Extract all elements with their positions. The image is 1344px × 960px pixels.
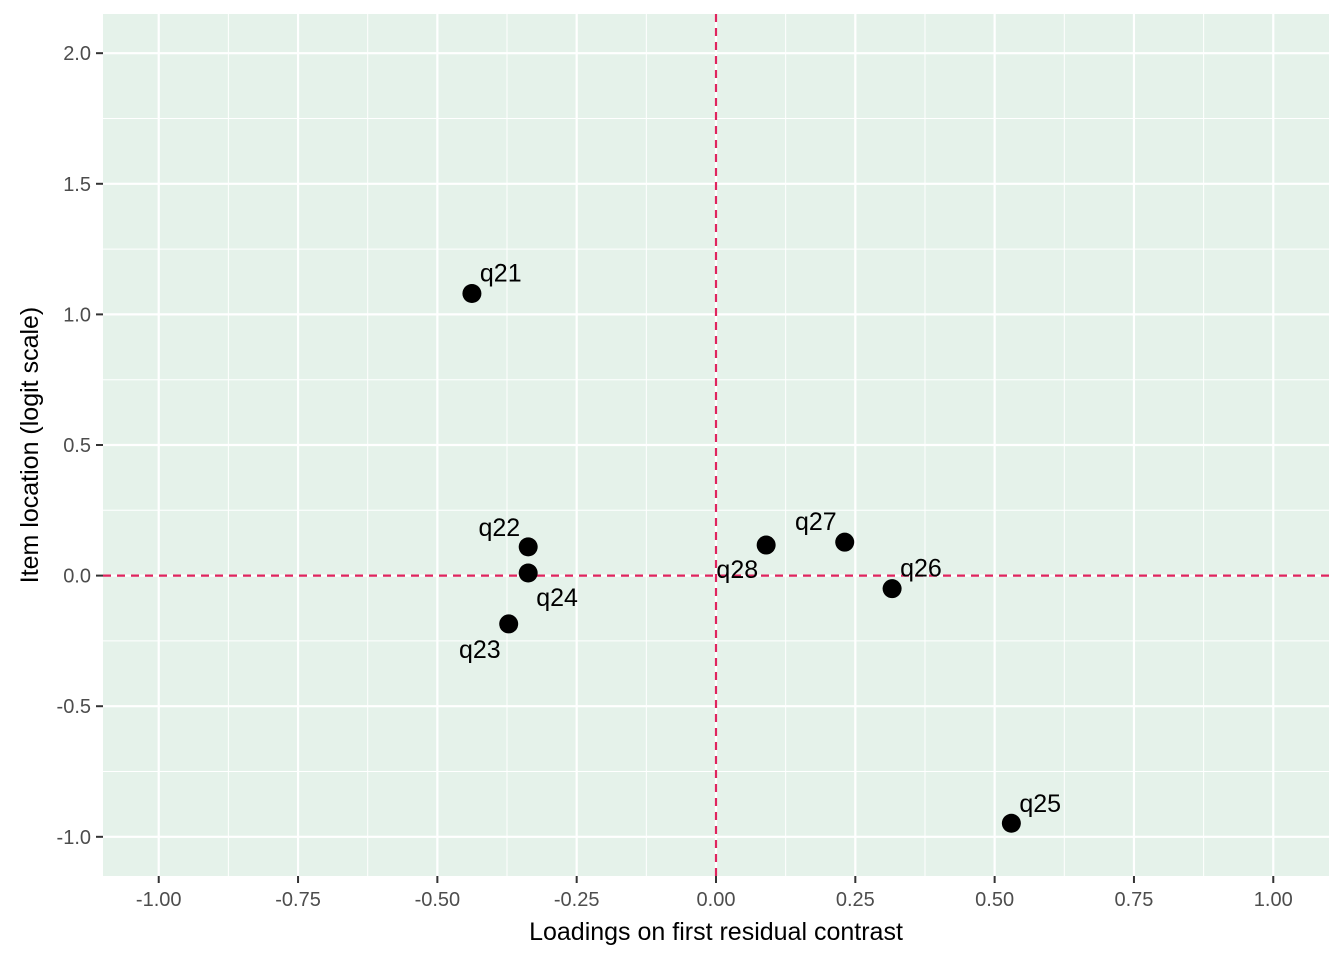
y-tick-label: -1.0 (57, 827, 91, 849)
data-points (462, 283, 1021, 833)
x-tick-label: -0.25 (554, 889, 600, 911)
y-axis: -1.0 -0.5 0.0 0.5 1.0 1.5 2.0 (57, 43, 103, 849)
data-point-q28 (756, 535, 776, 555)
x-tick-label: -0.75 (275, 889, 321, 911)
point-label-q23: q23 (459, 636, 501, 664)
point-label-q28: q28 (716, 556, 758, 584)
reference-lines (103, 14, 1329, 876)
y-tick-label: 2.0 (63, 43, 91, 65)
point-label-q26: q26 (900, 555, 942, 583)
y-axis-title: Item location (logit scale) (16, 307, 44, 584)
y-tick-label: 1.5 (63, 174, 91, 196)
x-tick-label: 0.00 (697, 889, 736, 911)
y-tick-label: 0.0 (63, 566, 91, 588)
data-point-q26 (882, 579, 902, 599)
x-axis-title: Loadings on first residual contrast (529, 918, 903, 946)
x-tick-label: 1.00 (1254, 889, 1293, 911)
point-label-q22: q22 (478, 514, 520, 542)
data-point-q24 (518, 563, 538, 583)
y-tick-label: 1.0 (63, 304, 91, 326)
point-label-q27: q27 (795, 508, 837, 536)
x-axis: -1.00 -0.75 -0.50 -0.25 0.00 0.25 0.50 0.75 1.00 (136, 876, 1293, 911)
data-point-q22 (518, 537, 538, 557)
data-point-q27 (835, 532, 855, 552)
x-tick-label: 0.75 (1114, 889, 1153, 911)
data-point-q23 (499, 614, 519, 634)
x-tick-label: -0.50 (415, 889, 461, 911)
data-point-q21 (462, 283, 482, 303)
point-label-q25: q25 (1019, 790, 1061, 818)
x-tick-label: -1.00 (136, 889, 182, 911)
point-label-q24: q24 (536, 584, 578, 612)
x-tick-label: 0.50 (975, 889, 1014, 911)
point-label-q21: q21 (480, 259, 522, 287)
y-tick-label: 0.5 (63, 435, 91, 457)
x-tick-label: 0.25 (836, 889, 875, 911)
y-tick-label: -0.5 (57, 696, 91, 718)
data-point-q25 (1001, 813, 1021, 833)
point-labels: q21 q22 q23 q24 q25 q26 q27 q28 (459, 259, 1061, 818)
